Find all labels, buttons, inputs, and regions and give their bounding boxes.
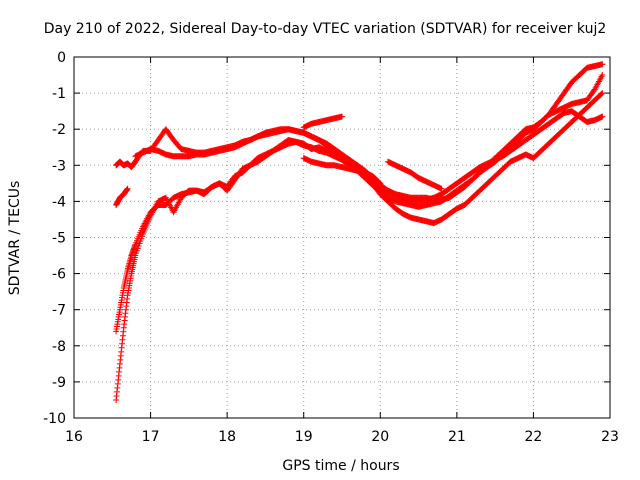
data-point [599,61,606,68]
series-track-4 [132,108,606,205]
data-point [599,90,606,97]
data-marks [113,61,606,403]
x-axis-label: GPS time / hours [282,458,399,474]
y-tick-label: -7 [52,303,66,319]
x-tick-label: 16 [65,429,83,445]
data-point [339,113,345,120]
data-point [438,185,445,192]
y-tick-label: -4 [52,194,66,210]
y-tick-label: -9 [52,375,66,391]
data-point [598,90,605,97]
data-point [377,180,384,187]
data-point [376,179,383,186]
x-tick-label: 21 [448,429,466,445]
axis-ticks: 16 17 18 19 20 21 22 23 0 -1 -2 -3 -4 -5 -6 -7 -8 -9 -10 [43,50,619,445]
series-track-6 [300,113,345,131]
y-tick-label: -5 [52,231,66,247]
series-track-5 [113,185,131,209]
x-tick-label: 17 [142,429,160,445]
series-track-7 [300,155,384,187]
x-tick-label: 23 [601,429,619,445]
data-point [599,113,606,120]
y-tick-label: -2 [52,122,66,138]
y-axis-label: SDTVAR / TECUs [7,181,23,296]
x-tick-label: 19 [295,429,313,445]
x-tick-label: 20 [371,429,389,445]
y-tick-label: -1 [52,86,66,102]
grid [74,57,610,418]
data-point [599,72,606,79]
x-tick-label: 18 [218,429,236,445]
y-tick-label: -10 [43,411,66,427]
series-track-8 [384,158,445,192]
data-point [124,185,131,192]
y-tick-label: 0 [57,50,66,66]
y-tick-label: -8 [52,339,66,355]
x-tick-label: 22 [525,429,543,445]
chart-title: Day 210 of 2022, Sidereal Day-to-day VTE… [44,21,607,37]
series-track-2 [113,72,606,335]
y-tick-label: -6 [52,267,66,283]
y-tick-label: -3 [52,158,66,174]
